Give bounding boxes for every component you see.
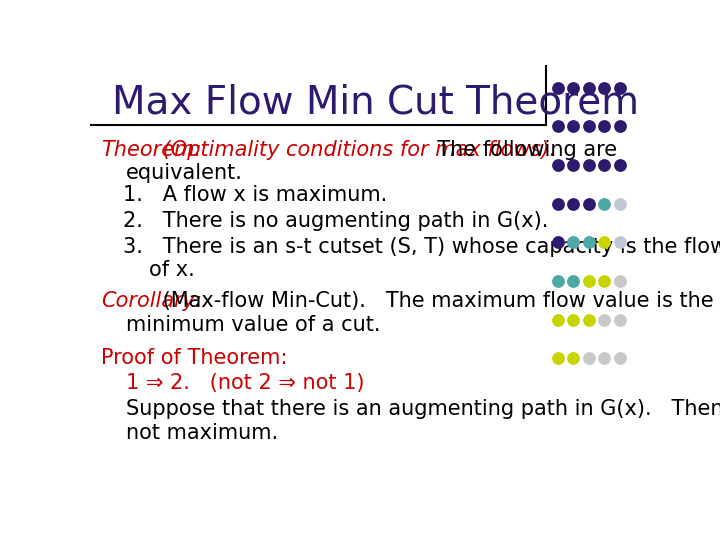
Point (583, 238, 595, 247)
Point (599, 238, 611, 247)
Point (614, 354, 626, 363)
Text: (Max-flow Min-Cut).   The maximum flow value is the: (Max-flow Min-Cut). The maximum flow val… (156, 292, 714, 312)
Point (614, 199, 626, 208)
Point (583, 276, 595, 285)
Point (552, 354, 563, 363)
Text: The following are: The following are (423, 140, 617, 160)
Text: Proof of Theorem:: Proof of Theorem: (101, 348, 287, 368)
Point (614, 161, 626, 170)
Point (599, 161, 611, 170)
Point (583, 161, 595, 170)
Point (567, 199, 579, 208)
Point (614, 83, 626, 92)
Point (567, 161, 579, 170)
Text: Max Flow Min Cut Theorem: Max Flow Min Cut Theorem (112, 84, 639, 122)
Text: minimum value of a cut.: minimum value of a cut. (126, 315, 381, 335)
Point (567, 315, 579, 324)
Point (599, 83, 611, 92)
Point (567, 276, 579, 285)
Point (583, 199, 595, 208)
Point (614, 238, 626, 247)
Point (583, 354, 595, 363)
Text: not maximum.: not maximum. (126, 423, 279, 443)
Point (552, 238, 563, 247)
Point (614, 122, 626, 131)
Point (599, 354, 611, 363)
Point (567, 83, 579, 92)
Point (583, 122, 595, 131)
Text: Corollary:: Corollary: (101, 292, 202, 312)
Point (599, 276, 611, 285)
Point (567, 238, 579, 247)
Text: of x.: of x. (148, 260, 194, 280)
Text: Theorem:: Theorem: (101, 140, 202, 160)
Point (614, 315, 626, 324)
Text: (Optimality conditions for max flows).: (Optimality conditions for max flows). (156, 140, 556, 160)
Text: 1 ⇒ 2.   (not 2 ⇒ not 1): 1 ⇒ 2. (not 2 ⇒ not 1) (126, 373, 365, 393)
Text: equivalent.: equivalent. (126, 163, 243, 183)
Point (567, 354, 579, 363)
Point (552, 276, 563, 285)
Point (552, 315, 563, 324)
Point (552, 122, 563, 131)
Text: 3.   There is an s-t cutset (S, T) whose capacity is the flow value: 3. There is an s-t cutset (S, T) whose c… (124, 237, 720, 257)
Point (599, 122, 611, 131)
Point (567, 122, 579, 131)
Point (614, 276, 626, 285)
Point (583, 83, 595, 92)
Text: 1.   A flow x is maximum.: 1. A flow x is maximum. (124, 185, 388, 205)
Text: Suppose that there is an augmenting path in G(x).   Then x is: Suppose that there is an augmenting path… (126, 399, 720, 419)
Text: 2.   There is no augmenting path in G(x).: 2. There is no augmenting path in G(x). (124, 211, 549, 231)
Point (599, 199, 611, 208)
Point (552, 83, 563, 92)
Point (583, 315, 595, 324)
Point (552, 199, 563, 208)
Point (552, 161, 563, 170)
Point (599, 315, 611, 324)
